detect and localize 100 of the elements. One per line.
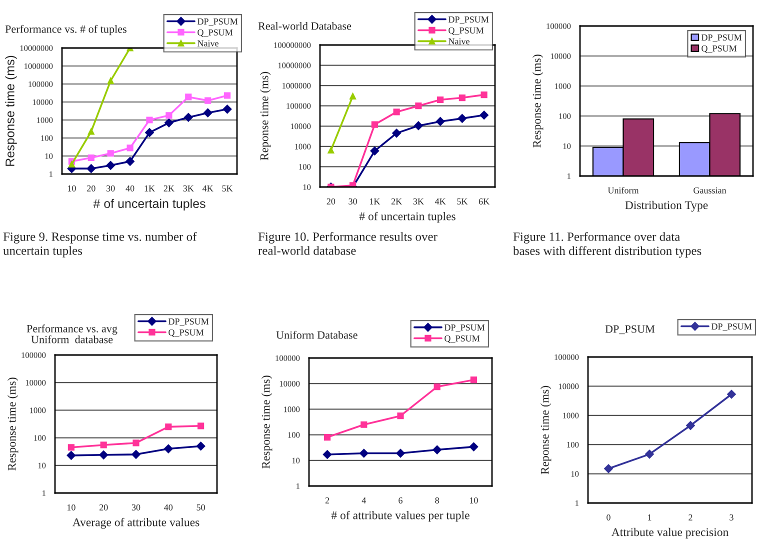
legend-label: Q_PSUM (702, 45, 737, 53)
legend-label: Q_PSUM (198, 29, 233, 37)
point (434, 384, 440, 390)
point (437, 96, 444, 104)
x-tick-label: 20 (99, 504, 108, 510)
point (165, 424, 172, 430)
y-tick-label: 10 (292, 458, 300, 464)
point (145, 128, 154, 138)
y-tick-label: 1000000 (282, 82, 311, 89)
point (328, 146, 334, 154)
x-tick-label: 10 (470, 497, 478, 504)
point (126, 156, 135, 166)
y-tick-label: 100 (567, 442, 579, 448)
point (371, 121, 378, 128)
y-tick-label: 100000 (286, 103, 311, 109)
y-tick-label: 10 (38, 462, 46, 468)
x-tick-label: 30 (106, 185, 115, 192)
point (203, 108, 212, 118)
y-axis-title: Response time (ms) (7, 378, 18, 471)
chart-title: Performance vs. avg Uniform database (26, 324, 118, 344)
x-tick-label: 4K (434, 198, 446, 204)
x-tick-label: 40 (126, 185, 134, 192)
point (458, 114, 467, 123)
point (397, 412, 404, 420)
y-tick-label: 1 (42, 490, 46, 496)
point (727, 390, 736, 399)
point (432, 445, 442, 454)
chart-title: Uniform Database (276, 330, 358, 339)
x-tick-label: 10 (68, 185, 76, 192)
point (107, 150, 114, 157)
legend-label: Q_PSUM (168, 329, 204, 337)
y-tick-label: 10 (571, 471, 579, 477)
x-tick-label: 2K (164, 185, 174, 192)
y-axis-title: Response time (ms) (532, 54, 544, 148)
point (480, 92, 488, 98)
x-tick-label: 1K (370, 198, 380, 204)
x-tick-label: Gaussian (694, 187, 726, 194)
y-tick-label: 100000 (276, 355, 300, 361)
x-tick-label: 40 (164, 504, 173, 510)
point (469, 442, 478, 452)
x-axis-title: # of uncertain tuples (93, 198, 206, 211)
x-tick-label: 4 (362, 497, 366, 504)
y-tick-label: 100000 (22, 352, 46, 358)
point (604, 464, 613, 474)
x-tick-label: 1 (648, 514, 652, 520)
point (68, 160, 76, 168)
point (106, 160, 116, 170)
legend-label: Naive (448, 38, 470, 44)
point (184, 112, 193, 122)
y-tick-label: 10 (563, 143, 571, 149)
point (458, 94, 466, 102)
legend-label: DP_PSUM (711, 323, 752, 331)
y-tick-label: 100 (288, 432, 300, 438)
y-tick-label: 100 (299, 164, 311, 170)
point (164, 444, 173, 454)
y-tick-label: 100000 (28, 81, 53, 87)
y-axis-title: Reponse time (ms) (540, 386, 552, 474)
point (198, 422, 204, 430)
point (99, 450, 108, 460)
x-tick-label: 3K (413, 198, 424, 204)
chart-title: DP_PSUM (605, 325, 655, 334)
caption: Figure 9. Response time vs. number of uncertain tuples (3, 232, 197, 258)
y-tick-label: 1000 (37, 117, 53, 123)
y-tick-label: 1 (50, 171, 52, 177)
point (480, 110, 489, 120)
y-tick-label: 10000 (558, 384, 579, 390)
point (224, 92, 231, 99)
x-tick-label: 1K (144, 185, 155, 192)
point (324, 434, 331, 441)
x-axis-title: Attribute value precision (611, 528, 728, 539)
y-tick-label: 1000 (30, 408, 46, 414)
y-tick-label: 100 (559, 113, 571, 119)
point (360, 421, 368, 428)
point (322, 450, 332, 459)
y-tick-label: 10000 (280, 380, 300, 387)
point (686, 421, 695, 430)
point (132, 450, 140, 459)
point (222, 104, 232, 114)
y-tick-label: 10000000 (20, 45, 53, 51)
x-tick-label: 0 (606, 514, 610, 520)
y-tick-label: 1 (296, 483, 300, 489)
y-tick-label: 100 (41, 135, 53, 141)
point (132, 440, 140, 446)
point (393, 108, 400, 116)
point (166, 112, 172, 119)
point (359, 448, 368, 458)
y-tick-label: 10000 (32, 99, 53, 105)
x-axis-title: # of uncertain tuples (359, 212, 456, 223)
point (146, 116, 153, 124)
y-tick-label: 1000 (284, 406, 300, 412)
y-tick-label: 10000 (550, 53, 571, 59)
caption: Figure 10. Performance results over real-world database (258, 232, 438, 255)
legend-label: DP_PSUM (444, 324, 485, 332)
point (68, 444, 74, 451)
x-tick-label: 20 (87, 185, 96, 192)
legend-label: Q_PSUM (448, 27, 484, 35)
legend-label: DP_PSUM (701, 34, 742, 42)
x-tick-label: 2 (325, 497, 330, 504)
legend-label: DP_PSUM (448, 16, 489, 24)
y-tick-label: 10000 (290, 123, 311, 130)
